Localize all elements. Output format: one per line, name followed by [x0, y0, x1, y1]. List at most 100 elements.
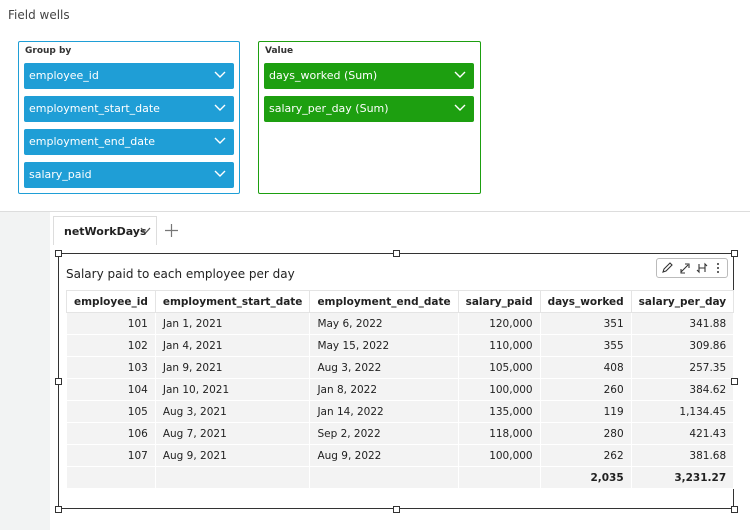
table-cell: Jan 10, 2021	[154, 378, 311, 401]
field-pill[interactable]: salary_paid	[24, 162, 234, 188]
table-cell: 262	[539, 444, 632, 467]
table-cell: Jan 14, 2022	[309, 400, 459, 423]
column-header[interactable]: salary_paid	[457, 290, 541, 313]
table-row: 107 Aug 9, 2021 Aug 9, 2022 100,000 262 381.6…	[66, 444, 735, 467]
table-cell: 101	[66, 312, 156, 335]
table-cell: 355	[539, 334, 632, 357]
table-row: 101 Jan 1, 2021 May 6, 2022 120,000 351 341.8…	[66, 312, 735, 335]
total-cell: 2,035	[539, 466, 632, 489]
table-row: 103 Jan 9, 2021 Aug 3, 2022 105,000 408 257.3…	[66, 356, 735, 379]
table-cell: Aug 3, 2021	[154, 400, 311, 423]
table-cell: 100,000	[457, 378, 541, 401]
table-cell: 105	[66, 400, 156, 423]
chevron	[214, 71, 226, 78]
empty-cell	[309, 466, 459, 489]
table-cell: 257.35	[630, 356, 735, 379]
resize-handle[interactable]	[55, 378, 62, 385]
column-header[interactable]: days_worked	[539, 290, 632, 313]
column-header[interactable]: employment_start_date	[154, 290, 311, 313]
table-cell: 260	[539, 378, 632, 401]
tab-label: netWorkDays	[64, 225, 147, 238]
table-row: 105 Aug 3, 2021 Jan 14, 2022 135,000 119 1,13…	[66, 400, 735, 423]
table-cell: May 6, 2022	[309, 312, 459, 335]
table-cell: 118,000	[457, 422, 541, 445]
empty-cell	[457, 466, 541, 489]
resize-handle[interactable]	[55, 250, 62, 257]
resize-handle[interactable]	[731, 378, 738, 385]
table-cell: 351	[539, 312, 632, 335]
table-cell: Sep 2, 2022	[309, 422, 459, 445]
field-pill[interactable]: employment_start_date	[24, 96, 234, 122]
table-row: 104 Jan 10, 2021 Jan 8, 2022 100,000 260 384.…	[66, 378, 735, 401]
table-cell: Aug 9, 2021	[154, 444, 311, 467]
field-pill[interactable]: days_worked (Sum)	[264, 63, 474, 89]
resize-handle[interactable]	[55, 506, 62, 513]
empty-cell	[154, 466, 311, 489]
table-cell: 105,000	[457, 356, 541, 379]
table-cell: 103	[66, 356, 156, 379]
table-cell: 104	[66, 378, 156, 401]
resize-handle[interactable]	[731, 250, 738, 257]
sheet-tab[interactable]: netWorkDays	[53, 216, 157, 245]
field-label: salary_per_day (Sum)	[269, 102, 389, 115]
resize-handle[interactable]	[393, 506, 400, 513]
group-by-well: Group by employee_id employment_start_dat…	[18, 41, 240, 194]
table-cell: 110,000	[457, 334, 541, 357]
field-label: employee_id	[29, 69, 99, 82]
table-cell: 408	[539, 356, 632, 379]
table-row: 102 Jan 4, 2021 May 15, 2022 110,000 355 309.…	[66, 334, 735, 357]
table-cell: 120,000	[457, 312, 541, 335]
table-cell: 384.62	[630, 378, 735, 401]
table-cell: Jan 4, 2021	[154, 334, 311, 357]
total-cell: 3,231.27	[630, 466, 735, 489]
field-pill[interactable]: employment_end_date	[24, 129, 234, 155]
table-cell: Jan 8, 2022	[309, 378, 459, 401]
chevron	[140, 227, 151, 234]
table-cell: Jan 1, 2021	[154, 312, 311, 335]
table-cell: 280	[539, 422, 632, 445]
table-cell: May 15, 2022	[309, 334, 459, 357]
table-row: 106 Aug 7, 2021 Sep 2, 2022 118,000 280 421.4…	[66, 422, 735, 445]
resize-handle[interactable]	[393, 250, 400, 257]
field-pill[interactable]: employee_id	[24, 63, 234, 89]
data-table: employee_id employment_start_date employme…	[66, 290, 735, 489]
resize-handle[interactable]	[731, 506, 738, 513]
field-label: employment_start_date	[29, 102, 160, 115]
field-label: days_worked (Sum)	[269, 69, 378, 82]
visual[interactable]: Salary paid to each employee per day emp…	[55, 250, 738, 513]
field-label: employment_end_date	[29, 135, 156, 148]
visual-title: Salary paid to each employee per day	[66, 267, 295, 281]
table-cell: Aug 3, 2022	[309, 356, 459, 379]
table-cell: 135,000	[457, 400, 541, 423]
toolbar-icons[interactable]	[657, 259, 727, 277]
totals-row: 2,035 3,231.27	[66, 466, 735, 489]
table-cell: Aug 9, 2022	[309, 444, 459, 467]
table-cell: 341.88	[630, 312, 735, 335]
add-tab-button[interactable]	[165, 224, 178, 237]
column-header[interactable]: employee_id	[66, 290, 156, 313]
table-cell: 119	[539, 400, 632, 423]
well-label: Value	[265, 46, 294, 56]
column-header[interactable]: salary_per_day	[630, 290, 735, 313]
field-pill[interactable]: salary_per_day (Sum)	[264, 96, 474, 122]
table-cell: 107	[66, 444, 156, 467]
table-cell: Aug 7, 2021	[154, 422, 311, 445]
chevron	[214, 104, 226, 111]
chevron	[214, 170, 226, 177]
chevron	[214, 137, 226, 144]
visual-toolbar	[656, 258, 728, 278]
column-header[interactable]: employment_end_date	[309, 290, 459, 313]
header-row: employee_id employment_start_date employme…	[66, 290, 735, 313]
table-cell: 1,134.45	[630, 400, 735, 423]
value-well: Value days_worked (Sum) salary_per_day (S…	[258, 41, 481, 194]
table-cell: 421.43	[630, 422, 735, 445]
section-title: Field wells	[8, 8, 70, 22]
table-cell: 381.68	[630, 444, 735, 467]
chevron	[454, 71, 466, 78]
table-cell: 100,000	[457, 444, 541, 467]
table-cell: 309.86	[630, 334, 735, 357]
well-label: Group by	[25, 46, 72, 56]
empty-cell	[66, 466, 156, 489]
table-cell: Jan 9, 2021	[154, 356, 311, 379]
